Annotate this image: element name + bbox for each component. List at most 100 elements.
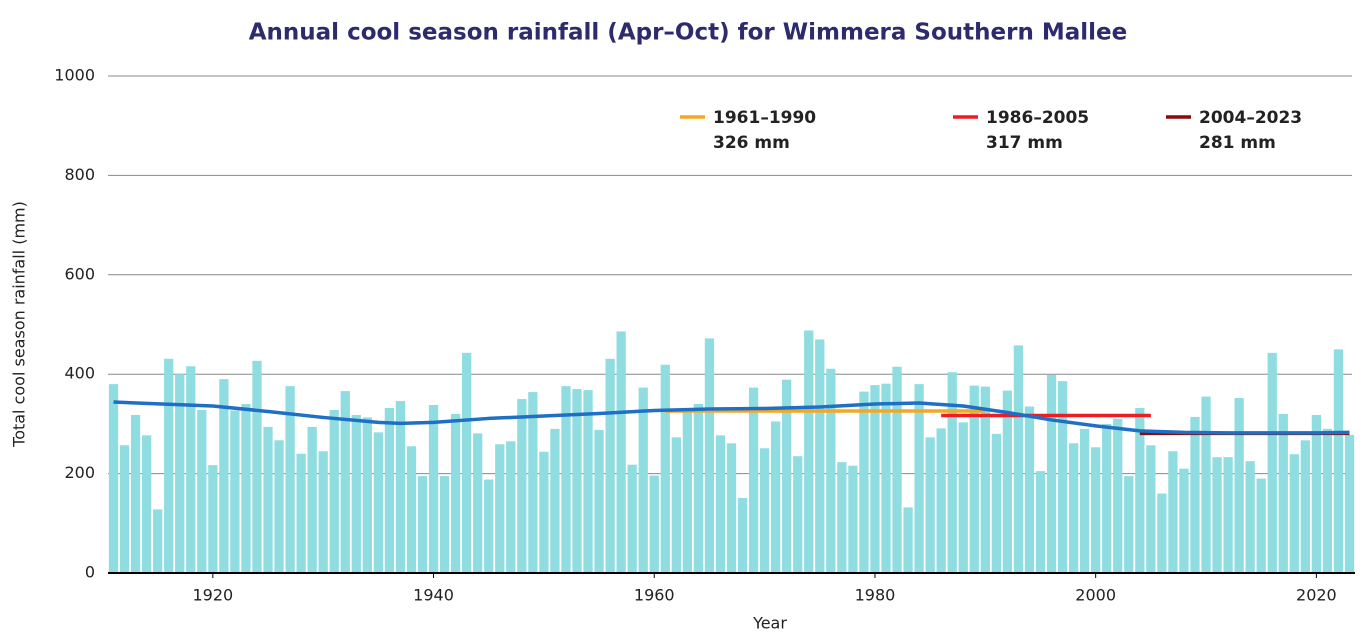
bar: [263, 426, 273, 573]
bar: [616, 331, 626, 573]
bar: [285, 386, 295, 573]
bar: [351, 414, 361, 573]
bar: [782, 379, 792, 573]
bar: [980, 386, 990, 573]
bar: [925, 437, 935, 573]
bar: [164, 358, 174, 573]
bar: [1091, 447, 1101, 573]
y-tick-label: 1000: [54, 66, 95, 85]
bar: [395, 401, 406, 573]
chart-title: Annual cool season rainfall (Apr–Oct) fo…: [249, 20, 1128, 46]
y-tick-label: 400: [64, 364, 95, 383]
bar: [1333, 349, 1344, 573]
bar: [1113, 418, 1123, 573]
bar: [1245, 461, 1255, 573]
bar: [428, 405, 439, 573]
y-tick-label: 800: [64, 165, 95, 184]
bar: [1057, 381, 1068, 573]
bar: [958, 422, 968, 573]
bar: [759, 448, 770, 573]
bar: [1201, 396, 1211, 573]
bar: [329, 409, 339, 573]
bar: [219, 379, 229, 573]
bar: [1135, 407, 1145, 573]
bar: [450, 413, 461, 573]
bar: [318, 451, 328, 573]
bar: [881, 383, 891, 573]
bar: [462, 352, 472, 573]
bar: [484, 479, 494, 573]
bar: [793, 456, 803, 573]
bar: [175, 374, 185, 573]
legend-value: 281 mm: [1199, 133, 1276, 153]
bar: [417, 476, 428, 573]
bar: [130, 414, 141, 573]
bar: [594, 429, 604, 573]
bar: [704, 338, 715, 573]
bar: [550, 428, 560, 573]
bar: [1035, 471, 1046, 573]
bar: [108, 384, 119, 573]
bar: [1079, 428, 1090, 573]
trend-line: [113, 400, 1350, 435]
bar: [296, 453, 306, 573]
bar: [539, 451, 549, 573]
x-axis-title: Year: [752, 614, 787, 633]
bar: [1046, 374, 1057, 573]
bar: [1157, 493, 1167, 573]
bar: [307, 426, 317, 573]
y-axis-title: Total cool season rainfall (mm): [10, 201, 29, 448]
bar: [1344, 434, 1355, 573]
bar: [274, 440, 284, 573]
y-tick-label: 0: [85, 563, 95, 582]
bar: [583, 390, 593, 573]
bar: [1179, 468, 1189, 573]
bar: [340, 391, 350, 573]
bar: [439, 476, 450, 573]
bar: [473, 433, 483, 573]
bar: [914, 384, 924, 573]
x-tick-label: 1940: [413, 586, 454, 605]
y-tick-label: 200: [64, 463, 95, 482]
bar: [892, 366, 902, 573]
bar: [1212, 457, 1222, 573]
bar: [406, 446, 417, 573]
bar: [230, 410, 240, 573]
bar: [859, 391, 869, 573]
bar: [1234, 398, 1244, 573]
bar: [671, 437, 681, 573]
bar: [252, 360, 262, 573]
bar: [715, 435, 726, 573]
bar: [848, 465, 858, 573]
bar: [660, 364, 670, 573]
bar: [991, 433, 1001, 573]
bar: [1013, 345, 1024, 573]
bar: [815, 339, 825, 573]
bar: [241, 404, 251, 573]
bar: [119, 445, 130, 573]
legend-value: 317 mm: [986, 133, 1063, 153]
bar: [1256, 478, 1266, 573]
bar: [870, 385, 880, 573]
x-tick-label: 2020: [1296, 586, 1337, 605]
bar: [726, 443, 737, 573]
bar: [837, 462, 847, 573]
bar: [153, 509, 163, 573]
bar: [1190, 416, 1200, 573]
bar: [1311, 414, 1322, 573]
bar: [771, 421, 781, 573]
bar: [605, 358, 615, 573]
bar: [1300, 440, 1310, 573]
x-tick-label: 2000: [1075, 586, 1116, 605]
bar: [141, 435, 152, 573]
x-tick-label: 1960: [634, 586, 675, 605]
bar: [208, 465, 218, 573]
x-tick-label: 1920: [192, 586, 233, 605]
bar: [572, 389, 582, 573]
bar: [1278, 413, 1288, 573]
bar: [384, 407, 395, 573]
bar: [186, 366, 196, 573]
bar: [1289, 454, 1299, 573]
bar: [1168, 451, 1178, 573]
bar: [561, 386, 571, 573]
